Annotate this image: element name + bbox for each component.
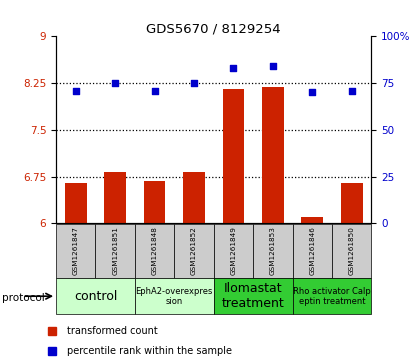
Bar [56,278,135,314]
Bar [222,89,244,223]
Text: GSM1261849: GSM1261849 [230,227,237,275]
Bar [341,183,363,223]
Bar [174,224,214,278]
Point [73,87,79,93]
Point [190,80,198,86]
Point [270,63,276,69]
Point [349,87,355,93]
Text: Ilomastat
treatment: Ilomastat treatment [222,282,285,310]
Text: control: control [74,290,117,303]
Point [309,90,315,95]
Bar [135,224,174,278]
Text: transformed count: transformed count [66,326,157,336]
Bar [104,172,126,223]
Text: GSM1261852: GSM1261852 [191,227,197,275]
Text: GSM1261853: GSM1261853 [270,227,276,275]
Bar [56,224,95,278]
Bar [144,181,166,223]
Text: protocol: protocol [2,293,45,303]
Bar [332,224,371,278]
Point [112,80,119,86]
Text: GSM1261847: GSM1261847 [73,227,79,275]
Bar [301,217,323,223]
Bar [293,278,371,314]
Text: GSM1261846: GSM1261846 [309,227,315,275]
Bar [183,172,205,223]
Point [230,65,237,71]
Text: GSM1261850: GSM1261850 [349,227,355,275]
Bar [262,87,284,223]
Text: EphA2-overexpres
sion: EphA2-overexpres sion [136,286,213,306]
Bar [214,224,253,278]
Bar [293,224,332,278]
Title: GDS5670 / 8129254: GDS5670 / 8129254 [146,22,281,35]
Text: percentile rank within the sample: percentile rank within the sample [66,346,232,356]
Bar [95,224,135,278]
Text: Rho activator Calp
eptin treatment: Rho activator Calp eptin treatment [293,286,371,306]
Point [151,87,158,93]
Text: GSM1261848: GSM1261848 [151,227,158,275]
Bar [253,224,293,278]
Text: GSM1261851: GSM1261851 [112,227,118,275]
Bar [65,183,87,223]
Bar [135,278,214,314]
Bar [214,278,293,314]
